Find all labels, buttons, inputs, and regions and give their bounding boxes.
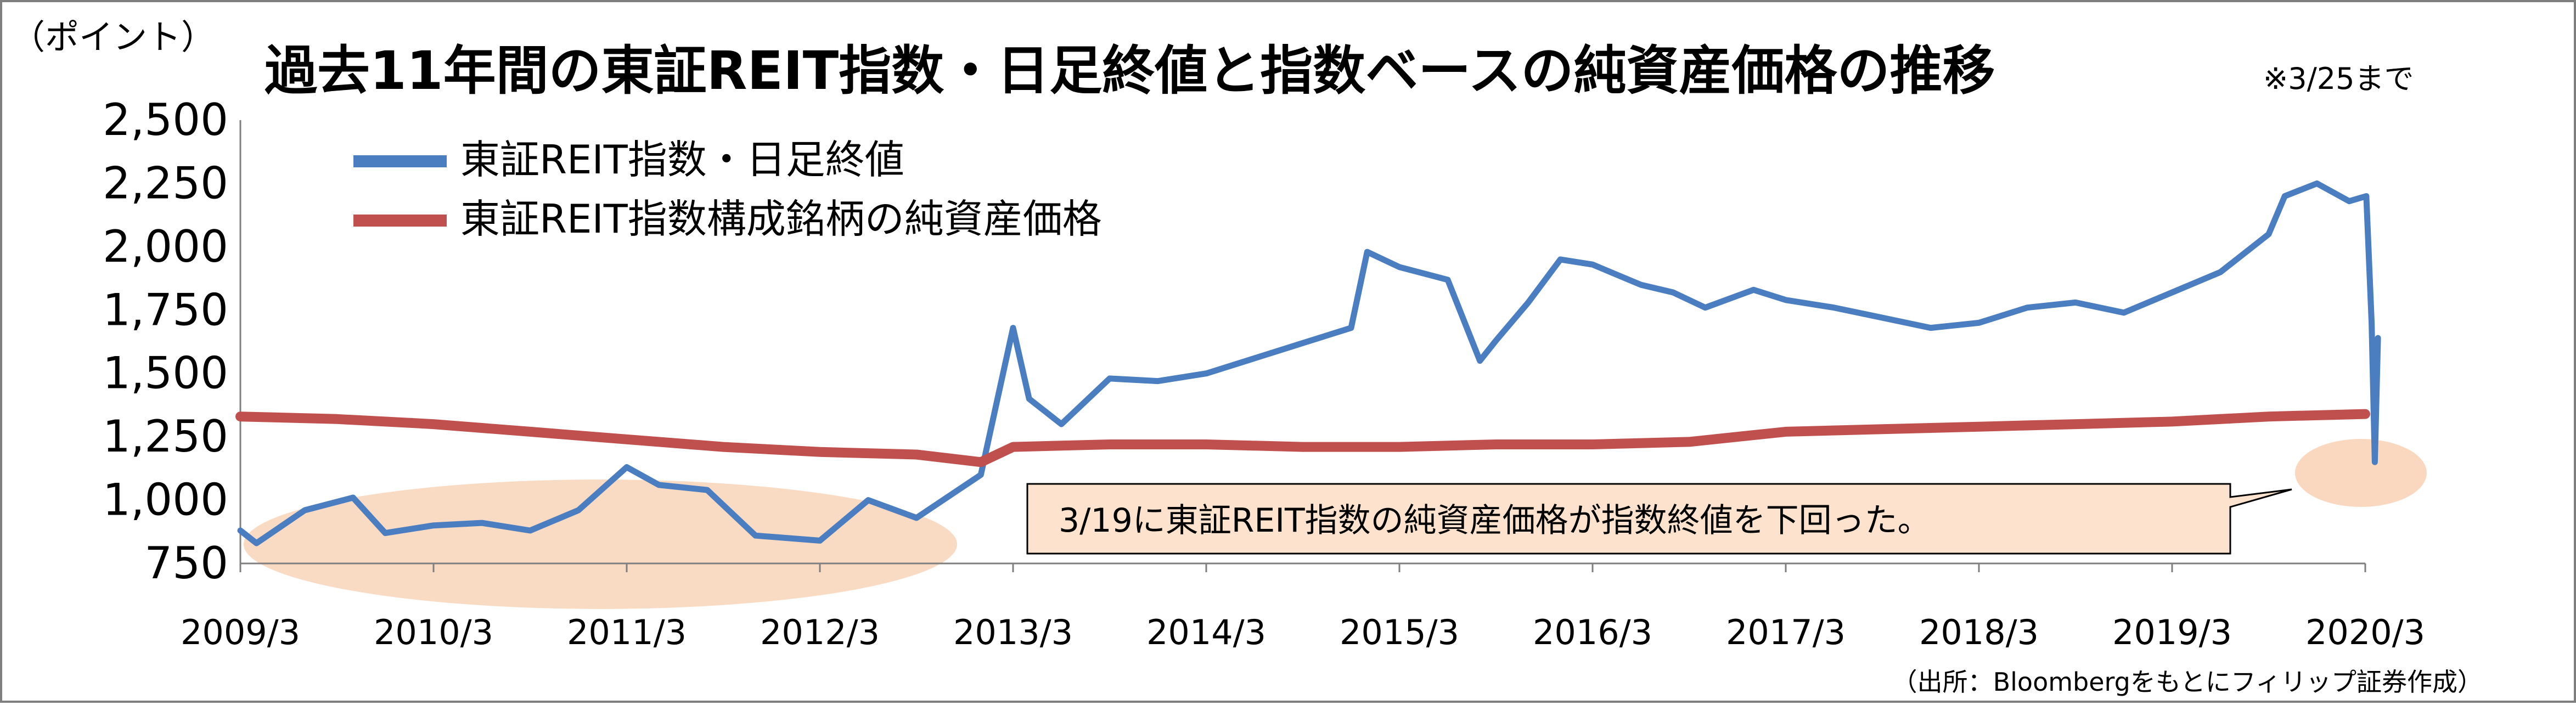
x-tick-label: 2018/3 — [1919, 612, 2039, 652]
chart-title: 過去11年間の東証REIT指数・日足終値と指数ベースの純資産価格の推移 — [265, 40, 1995, 101]
x-tick-label: 2010/3 — [374, 612, 493, 652]
series-layer — [235, 180, 2381, 546]
x-tick-label: 2020/3 — [2305, 612, 2425, 652]
legend-label-close: 東証REIT指数・日足終値 — [460, 137, 904, 183]
x-tick-label: 2015/3 — [1340, 612, 1459, 652]
x-tick-label: 2012/3 — [760, 612, 880, 652]
highlight-ellipse-right — [2295, 439, 2427, 507]
y-tick-label: 750 — [144, 538, 228, 589]
y-tick-label: 1,000 — [103, 475, 228, 526]
y-unit-label: （ポイント） — [11, 17, 215, 57]
x-tick-label: 2017/3 — [1726, 612, 1846, 652]
y-tick-label: 1,750 — [103, 284, 228, 335]
highlight-ellipse-left — [244, 480, 957, 609]
x-tick-label: 2009/3 — [181, 612, 300, 652]
x-axis-ticks — [239, 563, 2366, 572]
x-tick-label: 2014/3 — [1146, 612, 1266, 652]
y-tick-label: 1,250 — [103, 411, 228, 462]
y-tick-label: 2,000 — [103, 221, 228, 272]
x-tick-label: 2019/3 — [2112, 612, 2232, 652]
series-line-close — [237, 180, 2381, 546]
y-tick-label: 1,500 — [103, 348, 228, 399]
y-tick-label: 2,500 — [103, 94, 228, 145]
annotation-callout — [1026, 483, 2292, 555]
y-tick-label: 2,250 — [103, 157, 228, 208]
x-tick-label: 2011/3 — [567, 612, 687, 652]
series-line-nav — [235, 409, 2370, 467]
title-note: ※3/25まで — [2263, 61, 2414, 96]
annotation-text: 3/19に東証REIT指数の純資産価格が指数終値を下回った。 — [1059, 501, 1931, 540]
legend-label-nav: 東証REIT指数構成銘柄の純資産価格 — [460, 196, 1102, 242]
x-tick-label: 2013/3 — [953, 612, 1073, 652]
x-axis-labels: 2009/3 2010/3 2011/3 2012/3 2013/3 2014/3 2015… — [181, 612, 2425, 652]
source-note: （出所：Bloombergをもとにフィリップ証券作成） — [1892, 667, 2483, 697]
y-axis-labels: 2,500 2,250 2,000 1,750 1,500 1,250 1,000 750 — [103, 94, 228, 589]
x-tick-label: 2016/3 — [1533, 612, 1652, 652]
